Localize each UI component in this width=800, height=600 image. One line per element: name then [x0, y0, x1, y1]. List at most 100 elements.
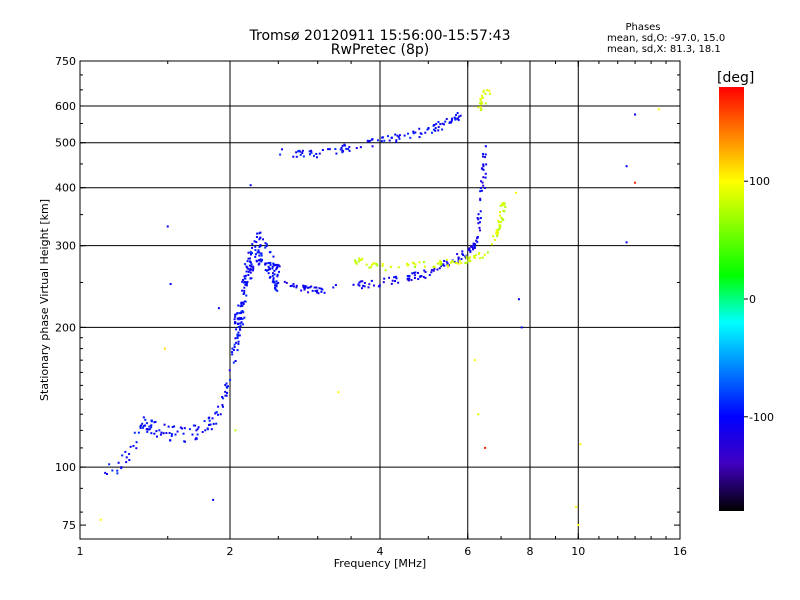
- data-point: [155, 430, 158, 433]
- data-point: [303, 288, 306, 291]
- data-point: [501, 204, 504, 207]
- data-point: [264, 263, 267, 266]
- data-point: [414, 131, 417, 134]
- data-point: [243, 286, 246, 289]
- data-point: [355, 262, 358, 265]
- data-point: [490, 243, 493, 246]
- data-point: [292, 155, 295, 158]
- data-point: [316, 289, 319, 292]
- data-point: [197, 426, 200, 429]
- data-point: [275, 263, 278, 266]
- data-point: [217, 405, 220, 408]
- data-point: [335, 152, 338, 155]
- data-point: [479, 190, 482, 193]
- y-tick-label: 100: [55, 461, 76, 474]
- data-point: [396, 134, 399, 137]
- data-point: [334, 148, 337, 151]
- data-point: [476, 237, 479, 240]
- data-point: [170, 434, 173, 437]
- data-point: [500, 217, 503, 220]
- data-point: [467, 259, 470, 262]
- data-point: [241, 301, 244, 304]
- data-point: [499, 224, 502, 227]
- data-point: [501, 202, 504, 205]
- data-point: [222, 397, 225, 400]
- data-point: [377, 285, 380, 288]
- data-point: [348, 149, 351, 152]
- data-point: [327, 148, 330, 151]
- data-point: [237, 322, 240, 325]
- data-point: [475, 239, 478, 242]
- data-point: [224, 384, 227, 387]
- data-point: [625, 165, 628, 168]
- data-point: [495, 232, 498, 235]
- data-point: [247, 257, 250, 260]
- x-tick-label: 10: [571, 545, 585, 558]
- data-point: [141, 426, 144, 429]
- data-point: [409, 136, 412, 139]
- data-point: [398, 137, 401, 140]
- data-point: [363, 285, 366, 288]
- data-point: [320, 290, 323, 293]
- data-point: [496, 233, 499, 236]
- data-point: [247, 273, 250, 276]
- data-point: [386, 135, 389, 138]
- data-point: [236, 336, 239, 339]
- data-point: [308, 150, 311, 153]
- data-point: [231, 351, 234, 354]
- data-point: [228, 369, 231, 372]
- data-point: [416, 271, 419, 274]
- data-point: [141, 422, 144, 425]
- data-point: [488, 89, 491, 92]
- data-point: [260, 254, 263, 257]
- data-point: [244, 263, 247, 266]
- data-point: [481, 181, 484, 184]
- data-point: [371, 138, 374, 141]
- data-point: [204, 429, 207, 432]
- data-point: [271, 267, 274, 270]
- data-point: [310, 285, 313, 288]
- x-tick-label: 8: [527, 545, 534, 558]
- data-point: [417, 278, 420, 281]
- data-point: [169, 439, 172, 442]
- data-point: [477, 106, 480, 109]
- data-point: [395, 277, 398, 280]
- data-point: [269, 251, 272, 254]
- data-point: [232, 361, 235, 364]
- data-point: [249, 269, 252, 272]
- data-point: [480, 94, 483, 97]
- data-point: [408, 274, 411, 277]
- data-point: [252, 267, 255, 270]
- data-point: [397, 281, 400, 284]
- data-point: [258, 262, 261, 265]
- data-point: [468, 248, 471, 251]
- data-point: [236, 333, 239, 336]
- data-point: [497, 221, 500, 224]
- data-point: [457, 262, 460, 265]
- data-point: [237, 342, 240, 345]
- data-point: [478, 226, 481, 229]
- data-point: [129, 445, 132, 448]
- data-point: [275, 285, 278, 288]
- data-point: [445, 118, 448, 121]
- data-point: [347, 148, 350, 151]
- data-point: [142, 416, 145, 419]
- colorbar: [719, 87, 744, 511]
- data-point: [376, 264, 379, 267]
- data-point: [273, 286, 276, 289]
- data-point: [264, 242, 267, 245]
- data-point: [502, 204, 505, 207]
- data-point: [398, 134, 401, 137]
- data-point: [372, 284, 375, 287]
- data-point: [210, 428, 213, 431]
- data-point: [271, 265, 274, 268]
- data-point: [484, 145, 487, 148]
- data-point: [262, 238, 265, 241]
- data-point: [469, 249, 472, 252]
- data-point: [225, 385, 228, 388]
- data-point: [166, 225, 169, 228]
- data-point: [245, 265, 248, 268]
- data-point: [488, 92, 491, 95]
- data-point: [309, 149, 312, 152]
- data-point: [316, 291, 319, 294]
